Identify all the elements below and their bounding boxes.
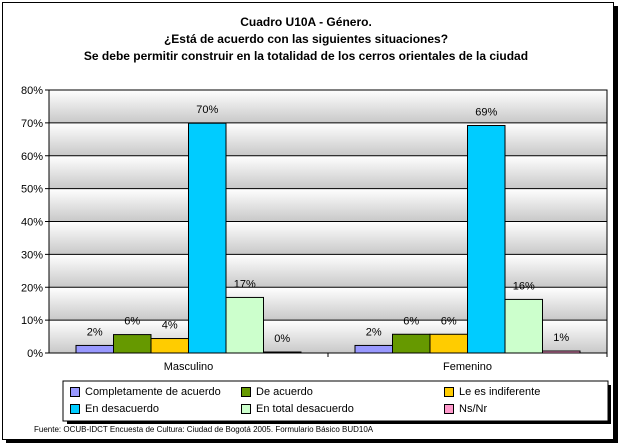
chart-title: Cuadro U10A - Género. [240, 15, 372, 29]
data-label: 2% [366, 326, 382, 338]
data-label: 70% [196, 104, 218, 116]
bar [263, 351, 302, 354]
y-tick-label: 80% [21, 85, 43, 97]
data-label: 16% [513, 280, 535, 292]
data-label: 6% [441, 315, 457, 327]
data-label: 1% [553, 332, 569, 344]
grid-band [49, 254, 607, 288]
legend-item-desacuerdo: En desacuerdo [70, 403, 159, 415]
data-label: 6% [124, 316, 140, 328]
bar [467, 125, 506, 354]
legend-box [62, 380, 609, 422]
grid-band [49, 155, 607, 189]
legend-label: En total desacuerdo [256, 403, 354, 415]
chart-subtitle: Se debe permitir construir en la totalid… [83, 49, 529, 63]
bar [354, 344, 393, 354]
y-tick-label: 40% [21, 217, 43, 229]
bar [75, 344, 114, 354]
grid-band [49, 90, 607, 123]
legend-item-completamente: Completamente de acuerdo [70, 386, 221, 398]
frame-shadow-right [613, 6, 618, 442]
grid-band [49, 188, 607, 222]
data-label: 69% [475, 107, 497, 119]
y-tick-label: 70% [21, 118, 43, 130]
y-tick-label: 50% [21, 184, 43, 196]
grid-band [49, 221, 607, 255]
legend-item-indiferente: Le es indiferente [444, 386, 540, 398]
y-tick-label: 20% [21, 282, 43, 294]
legend-swatch [241, 404, 251, 414]
data-label: 0% [274, 333, 290, 345]
legend-item-total-desacuerdo: En total desacuerdo [241, 403, 354, 415]
bar [392, 333, 431, 354]
chart-question: ¿Está de acuerdo con las siguientes situ… [163, 32, 449, 46]
legend-label: En desacuerdo [85, 403, 159, 415]
legend-swatch [444, 404, 454, 414]
data-label: 6% [403, 315, 419, 327]
bar [188, 122, 227, 354]
legend-swatch [70, 404, 80, 414]
data-label: 17% [234, 278, 256, 290]
bar [150, 338, 189, 354]
data-label: 4% [162, 320, 178, 332]
legend-shadow-bottom [67, 421, 611, 424]
y-tick-label: 60% [21, 151, 43, 163]
legend-swatch [241, 387, 251, 397]
bar [225, 296, 264, 354]
legend-item-nsnr: Ns/Nr [444, 403, 487, 415]
bar [429, 333, 468, 354]
x-tick-label: Femenino [443, 361, 492, 373]
frame-shadow-bottom [6, 439, 618, 443]
legend-shadow-right [608, 385, 611, 424]
legend-label: De acuerdo [256, 386, 313, 398]
legend-swatch [444, 387, 454, 397]
legend-item-de-acuerdo: De acuerdo [241, 386, 313, 398]
x-tick-label: Masculino [164, 361, 214, 373]
bar [113, 334, 152, 354]
legend-label: Completamente de acuerdo [85, 386, 221, 398]
source-note: Fuente: OCUB-IDCT Encuesta de Cultura: C… [34, 425, 374, 434]
bar [504, 298, 543, 354]
legend-label: Le es indiferente [459, 386, 541, 398]
bar [542, 350, 581, 354]
y-tick-label: 0% [27, 348, 43, 360]
y-tick-label: 30% [21, 249, 43, 261]
grid-band [49, 122, 607, 156]
legend-label: Ns/Nr [459, 403, 488, 415]
y-tick-label: 10% [21, 315, 43, 327]
legend-swatch [70, 387, 80, 397]
data-label: 2% [87, 326, 103, 338]
